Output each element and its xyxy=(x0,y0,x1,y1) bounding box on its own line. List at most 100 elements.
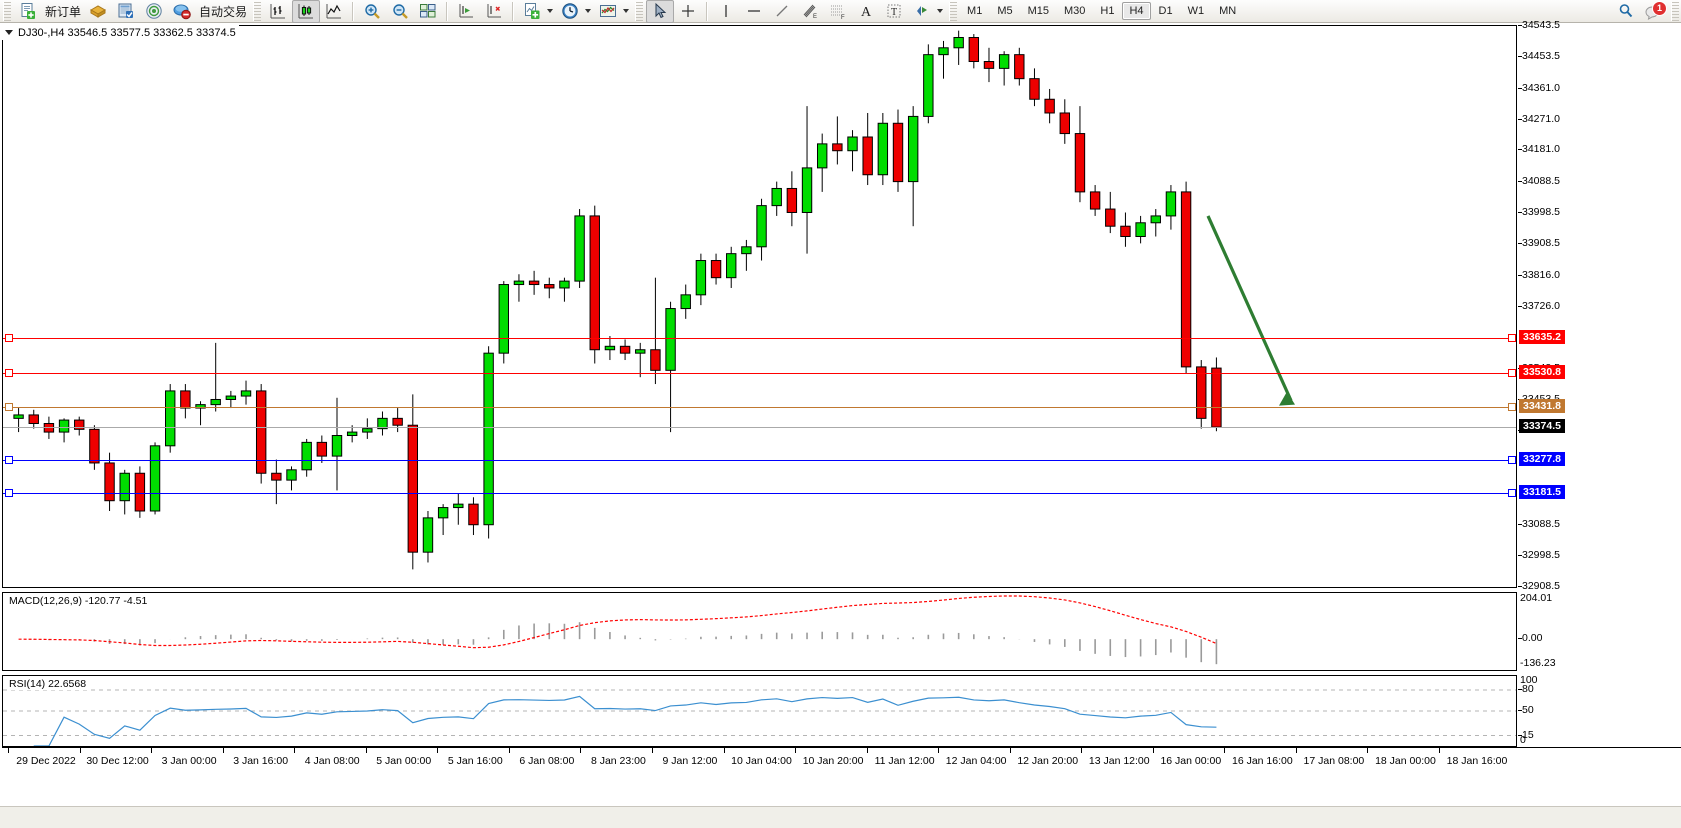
level-handle-left-support-2[interactable] xyxy=(5,489,13,498)
level-line-support-1[interactable] xyxy=(3,460,1516,462)
indicators-icon[interactable] xyxy=(594,0,622,23)
text-box-icon[interactable]: T xyxy=(880,0,908,23)
timeframe-m1[interactable]: M1 xyxy=(967,5,983,17)
timeframe-m15[interactable]: M15 xyxy=(1027,5,1049,17)
toolbar-grip-5[interactable] xyxy=(1671,1,1679,21)
level-handle-resistance-1[interactable] xyxy=(1508,369,1516,378)
level-line-resistance-2[interactable] xyxy=(3,337,1516,339)
chart-workspace: DJ30-,H4 33546.5 33577.5 33362.5 33374.5… xyxy=(0,19,1681,827)
timeframe-mn[interactable]: MN xyxy=(1219,5,1237,17)
time-label: 5 Jan 16:00 xyxy=(447,755,503,767)
period-clock-icon[interactable] xyxy=(556,0,584,23)
rsi-pane[interactable]: RSI(14) 22.6568 xyxy=(2,675,1517,747)
zoom-out-icon[interactable] xyxy=(386,0,414,23)
price-pane[interactable] xyxy=(2,25,1517,588)
timeframe-w1[interactable]: W1 xyxy=(1187,5,1205,17)
arrows-icon[interactable] xyxy=(908,0,936,23)
tester-icon[interactable] xyxy=(84,0,112,23)
svg-text:E: E xyxy=(813,14,817,20)
equidistant-channel-icon[interactable]: E xyxy=(796,0,824,23)
terminal-icon[interactable] xyxy=(112,0,140,23)
timeframe-m5[interactable]: M5 xyxy=(997,5,1013,17)
time-tick xyxy=(508,748,510,753)
indicators-dropdown-icon[interactable] xyxy=(623,9,630,13)
symbol-header[interactable]: DJ30-,H4 33546.5 33577.5 33362.5 33374.5 xyxy=(2,25,239,40)
rsi-label: RSI(14) 22.6568 xyxy=(7,678,89,690)
tile-windows-icon[interactable] xyxy=(414,0,442,23)
rsi-tick-0: 0 xyxy=(1520,734,1526,746)
time-axis[interactable]: 29 Dec 2022 30 Dec 12:00 3 Jan 00:00 3 Jan … xyxy=(2,747,1681,771)
arrows-dropdown-icon[interactable] xyxy=(937,9,944,13)
time-tick xyxy=(1367,748,1369,753)
auto-trading-icon[interactable] xyxy=(168,0,196,23)
line-chart-icon[interactable] xyxy=(320,0,348,23)
toolbar-grip-4[interactable] xyxy=(949,1,958,21)
notifications-icon[interactable]: 1 xyxy=(1640,0,1668,23)
auto-trading-label[interactable]: 自动交易 xyxy=(199,4,248,19)
level-handle-left-pivot[interactable] xyxy=(5,403,13,412)
rsi-scale[interactable]: 100 80 50 15 0 xyxy=(1517,674,1681,747)
macd-scale[interactable]: 204.01 0.00 -136.23 xyxy=(1517,592,1681,671)
macd-tick-bot: -136.23 xyxy=(1520,657,1556,669)
status-bar xyxy=(0,806,1681,828)
level-handle-resistance-2[interactable] xyxy=(1508,333,1516,342)
toolbar-grip[interactable] xyxy=(3,1,11,21)
price-tag-resistance-1[interactable]: 33530.8 xyxy=(1519,365,1565,380)
cursor-icon[interactable] xyxy=(646,0,675,23)
level-line-resistance-1[interactable] xyxy=(3,373,1516,375)
vertical-line-icon[interactable] xyxy=(712,0,740,23)
time-label: 9 Jan 12:00 xyxy=(662,755,718,767)
toolbar-grip-2[interactable] xyxy=(253,1,262,21)
time-label: 17 Jan 08:00 xyxy=(1303,755,1365,767)
time-label: 16 Jan 16:00 xyxy=(1231,755,1293,767)
time-label: 13 Jan 12:00 xyxy=(1088,755,1150,767)
time-tick xyxy=(1224,748,1226,753)
timeframe-group: M1 M5 M15 M30 H1 H4 D1 W1 MN xyxy=(960,2,1243,20)
price-tag-resistance-2[interactable]: 33635.2 xyxy=(1519,329,1565,344)
new-order-button[interactable] xyxy=(14,0,42,23)
horizontal-line-icon[interactable] xyxy=(740,0,768,23)
price-tag-last-price[interactable]: 33374.5 xyxy=(1519,419,1565,434)
level-handle-support-2[interactable] xyxy=(1508,489,1516,498)
candlestick-chart-icon[interactable] xyxy=(292,0,321,23)
level-handle-left-resistance-1[interactable] xyxy=(5,369,13,378)
zoom-in-icon[interactable] xyxy=(358,0,386,23)
time-label: 5 Jan 00:00 xyxy=(376,755,432,767)
time-tick xyxy=(151,748,153,753)
price-tick: 34271.0 xyxy=(1518,112,1560,125)
new-chart-dropdown-icon[interactable] xyxy=(547,9,554,13)
text-label-icon[interactable]: A xyxy=(852,0,880,23)
new-order-label[interactable]: 新订单 xyxy=(45,4,82,19)
level-line-last-price[interactable] xyxy=(3,427,1516,429)
price-scale[interactable]: 34543.5 34453.5 34361.0 34271.0 34181.0 34088… xyxy=(1517,19,1681,592)
price-tag-support-2[interactable]: 33181.5 xyxy=(1519,485,1565,500)
price-candles xyxy=(13,30,1295,570)
timeframe-d1[interactable]: D1 xyxy=(1158,5,1173,17)
auto-scroll-icon[interactable] xyxy=(480,0,508,23)
time-tick xyxy=(651,748,653,753)
timeframe-m30[interactable]: M30 xyxy=(1064,5,1086,17)
level-handle-pivot[interactable] xyxy=(1508,403,1516,412)
toolbar-grip-3[interactable] xyxy=(635,1,644,21)
macd-pane[interactable]: MACD(12,26,9) -120.77 -4.51 xyxy=(2,592,1517,671)
crosshair-icon[interactable] xyxy=(674,0,702,23)
price-tag-pivot[interactable]: 33431.8 xyxy=(1519,399,1565,414)
search-icon[interactable] xyxy=(1612,0,1640,23)
level-line-support-2[interactable] xyxy=(3,493,1516,495)
signals-icon[interactable] xyxy=(140,0,168,23)
level-line-pivot[interactable] xyxy=(3,407,1516,409)
new-chart-icon[interactable] xyxy=(518,0,546,23)
chevron-down-icon[interactable] xyxy=(5,30,13,35)
timeframe-h4[interactable]: H4 xyxy=(1122,2,1151,20)
price-tag-support-1[interactable]: 33277.8 xyxy=(1519,452,1565,467)
period-dropdown-icon[interactable] xyxy=(585,9,592,13)
shift-chart-icon[interactable] xyxy=(452,0,480,23)
timeframe-h1[interactable]: H1 xyxy=(1100,5,1115,17)
trendline-icon[interactable] xyxy=(768,0,796,23)
level-handle-left-resistance-2[interactable] xyxy=(5,333,13,342)
fibonacci-icon[interactable]: F xyxy=(824,0,852,23)
level-handle-support-1[interactable] xyxy=(1508,456,1516,465)
level-handle-left-support-1[interactable] xyxy=(5,456,13,465)
price-tick: 32998.5 xyxy=(1518,549,1560,562)
bar-chart-icon[interactable] xyxy=(264,0,292,23)
